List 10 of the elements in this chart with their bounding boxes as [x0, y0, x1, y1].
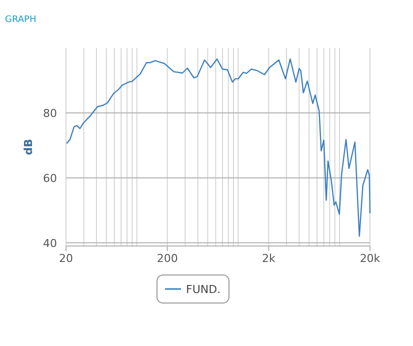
- x-tick-label: 20k: [360, 252, 381, 265]
- x-tick-label: 20: [59, 252, 73, 265]
- y-tick-label: 40: [43, 236, 57, 250]
- chart-title: GRAPH: [5, 15, 36, 25]
- legend-label: FUND.: [186, 283, 221, 296]
- x-tick-label: 200: [156, 252, 178, 265]
- y-tick-label: 60: [43, 172, 57, 185]
- y-axis-title: dB: [22, 138, 35, 156]
- y-tick-label: 80: [43, 106, 57, 120]
- x-tick-label: 2k: [262, 252, 276, 265]
